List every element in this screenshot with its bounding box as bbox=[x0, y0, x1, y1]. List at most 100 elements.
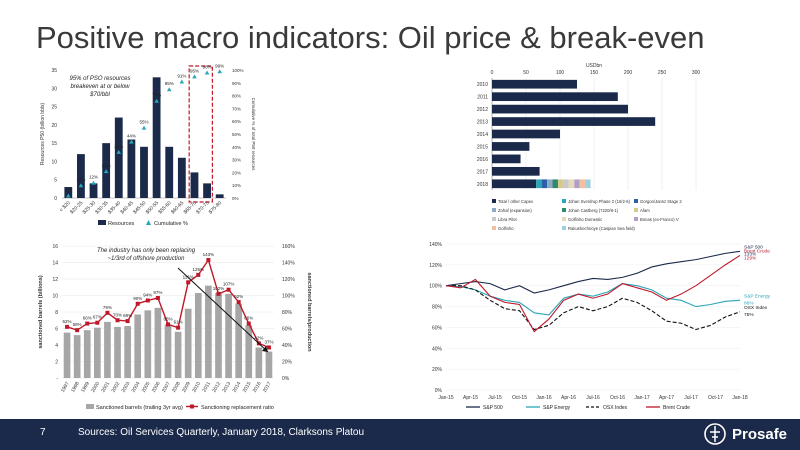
replacement-ratio-marker bbox=[196, 272, 201, 277]
legend-swatch bbox=[634, 199, 638, 203]
ratio-data-label: 143% bbox=[203, 252, 215, 257]
resource-bar bbox=[215, 194, 224, 198]
cumulative-data-label: 36% bbox=[114, 144, 123, 149]
replacement-ratio-marker bbox=[216, 291, 221, 296]
legend-label: S&P 500 bbox=[483, 405, 503, 411]
legend-swatch bbox=[492, 226, 496, 230]
cumulative-marker bbox=[204, 70, 210, 75]
y-tick-label: 12 bbox=[52, 277, 58, 283]
replacement-ratio-marker bbox=[266, 345, 271, 350]
cumulative-data-label: 44% bbox=[127, 134, 136, 139]
y-tick-label: 16 bbox=[52, 244, 58, 250]
y2-tick-label: 60% bbox=[232, 119, 241, 124]
y-axis-label: sanctioned barrels (billions) bbox=[38, 275, 44, 349]
legend-label: S&P Energy bbox=[543, 405, 571, 411]
replacement-ratio-marker bbox=[166, 322, 170, 327]
capex-segment bbox=[585, 179, 591, 189]
y-tick-label: 4 bbox=[55, 343, 58, 349]
chart-annotation: breakeven at or below bbox=[70, 84, 130, 90]
x-tick-label: $35-40 bbox=[107, 200, 122, 215]
replacement-ratio-marker bbox=[226, 287, 231, 292]
replacement-ratio-marker bbox=[75, 328, 80, 333]
capex-bar bbox=[492, 154, 521, 164]
legend-label: OSX Index bbox=[603, 405, 628, 411]
cumulative-data-label: 76% bbox=[152, 93, 161, 98]
y2-tick-label: 90% bbox=[232, 81, 241, 86]
y2-tick-label: 40% bbox=[282, 343, 293, 349]
cumulative-data-label: 91% bbox=[177, 74, 186, 79]
chart-annotation: The industry has only been replacing bbox=[97, 248, 196, 254]
sanctioned-bar bbox=[94, 327, 101, 378]
x-tick-label: 2007 bbox=[161, 381, 172, 394]
y-tick-label: 6 bbox=[55, 327, 58, 333]
cumulative-marker bbox=[129, 139, 134, 144]
y-tick-label: - bbox=[56, 376, 58, 382]
capex-bar bbox=[492, 79, 577, 89]
x-tick-label: 1998 bbox=[70, 381, 81, 394]
y2-tick-label: 80% bbox=[282, 310, 293, 316]
sanctioned-bar bbox=[104, 321, 111, 378]
capex-chart-panel: USDbn 0 50 100 150 200 250 300 2010 2011 2012 2013 2… bbox=[420, 62, 780, 237]
replacement-ratio-marker bbox=[236, 300, 241, 305]
legend-label: Resources bbox=[108, 221, 135, 227]
legend-swatch-cumulative bbox=[146, 220, 151, 225]
highlight-box bbox=[188, 65, 213, 203]
y2-tick-label: 80% bbox=[232, 94, 241, 99]
y-tick-label: 2012 bbox=[477, 107, 488, 113]
capex-segment bbox=[547, 179, 553, 189]
y2-tick-label: 70% bbox=[232, 106, 241, 111]
legend-label: Bonas (ex-Franco) V bbox=[640, 217, 679, 222]
y2-axis-label: sanctioned barrels/production bbox=[306, 272, 312, 352]
legend-swatch bbox=[634, 217, 638, 221]
ratio-data-label: 42% bbox=[254, 335, 263, 340]
resource-bar bbox=[203, 183, 211, 198]
legend-swatch bbox=[562, 208, 566, 212]
cumulative-data-label: 95% bbox=[190, 68, 199, 73]
legend-swatch bbox=[562, 226, 566, 230]
legend-label: Afam bbox=[640, 208, 650, 213]
y-axis-label: Resources P50 (billion bbls) bbox=[40, 103, 46, 166]
x-tick-label: $45-50 bbox=[132, 200, 147, 215]
ratio-data-label: 37% bbox=[264, 339, 273, 344]
replacement-ratio-marker bbox=[125, 319, 130, 324]
legend-label: Sanctioning replacement ratio bbox=[201, 405, 274, 411]
capex-bar bbox=[492, 166, 540, 176]
sanctioned-bar bbox=[255, 347, 263, 378]
capex-segment bbox=[557, 179, 564, 189]
x-tick-label: 50 bbox=[523, 70, 529, 76]
x-tick-label: 2005 bbox=[141, 381, 152, 394]
y-tick-label: 14 bbox=[52, 261, 58, 267]
y2-tick-label: 100% bbox=[282, 294, 295, 300]
x-tick-label: Apr-16 bbox=[561, 395, 576, 401]
x-tick-label: Jan-16 bbox=[536, 395, 552, 401]
sanctioned-bar bbox=[225, 293, 232, 378]
y-tick-label: 40% bbox=[432, 346, 443, 352]
sanctioned-bar bbox=[215, 293, 222, 378]
cumulative-marker bbox=[66, 193, 71, 198]
x-tick-label: 2001 bbox=[100, 381, 111, 394]
capex-bar bbox=[492, 104, 628, 114]
x-tick-label: $25-30 bbox=[82, 200, 97, 215]
x-tick-label: 2015 bbox=[242, 381, 253, 394]
replacement-ratio-marker bbox=[85, 321, 90, 326]
legend-label: Total / other Capex bbox=[498, 199, 534, 204]
cumulative-data-label: 55% bbox=[139, 120, 148, 125]
legend-label: Rakushechnoye (Caspian Sea field) bbox=[568, 226, 635, 231]
cumulative-data-label: 21% bbox=[102, 163, 111, 168]
cumulative-data-label: 98% bbox=[203, 65, 212, 70]
ratio-data-label: 92% bbox=[234, 294, 243, 299]
index-line bbox=[445, 255, 741, 333]
legend-label: Sanctioned barrels (trailing 3yr avg) bbox=[96, 405, 183, 411]
capex-segment bbox=[579, 179, 586, 189]
y-tick-label: 60% bbox=[432, 325, 443, 331]
chart-annotation: 95% of PSO resources bbox=[69, 76, 130, 82]
y-tick-label: 2017 bbox=[477, 169, 488, 175]
resource-bar bbox=[77, 154, 85, 198]
legend-swatch-resources bbox=[98, 220, 106, 225]
cumulative-marker bbox=[141, 125, 147, 130]
replacement-ratio-marker bbox=[155, 295, 160, 300]
x-tick-label: $75-80 bbox=[208, 200, 223, 215]
y-tick-label: 20 bbox=[51, 123, 57, 129]
cumulative-marker bbox=[192, 74, 197, 79]
trend-arrowhead bbox=[262, 346, 268, 352]
